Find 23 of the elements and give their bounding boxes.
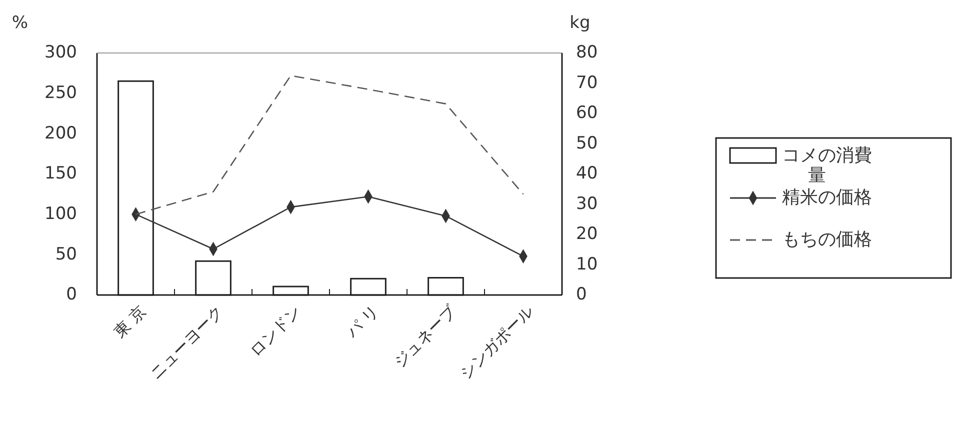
y-axis-title: % [12, 13, 28, 33]
y-tick-label: 300 [44, 42, 77, 63]
y-tick-label: 200 [44, 123, 77, 144]
y2-tick-label: 0 [576, 284, 587, 305]
y2-tick-label: 60 [576, 103, 598, 124]
x-tick-label: ロンドン [246, 301, 305, 360]
y2-tick-label: 80 [576, 42, 598, 63]
y-tick-label: 50 [55, 244, 77, 264]
y2-tick-label: 20 [576, 224, 598, 244]
legend-label: コメの消費量 [782, 144, 872, 186]
y-tick-label: 0 [66, 284, 77, 305]
legend-label: 精米の価格 [782, 186, 872, 208]
y2-axis-title: kg [570, 13, 590, 33]
legend-label: もちの価格 [782, 228, 872, 250]
y2-tick-label: 50 [576, 133, 598, 154]
y2-tick-label: 30 [576, 194, 598, 214]
y2-tick-label: 40 [576, 164, 598, 184]
y-tick-label: 250 [44, 82, 77, 103]
y-tick-label: 100 [44, 204, 77, 224]
y2-tick-label: 10 [576, 254, 598, 274]
y-tick-label: 150 [44, 164, 77, 184]
y2-tick-label: 70 [576, 72, 598, 93]
x-tick-label: パ リ [342, 301, 382, 342]
